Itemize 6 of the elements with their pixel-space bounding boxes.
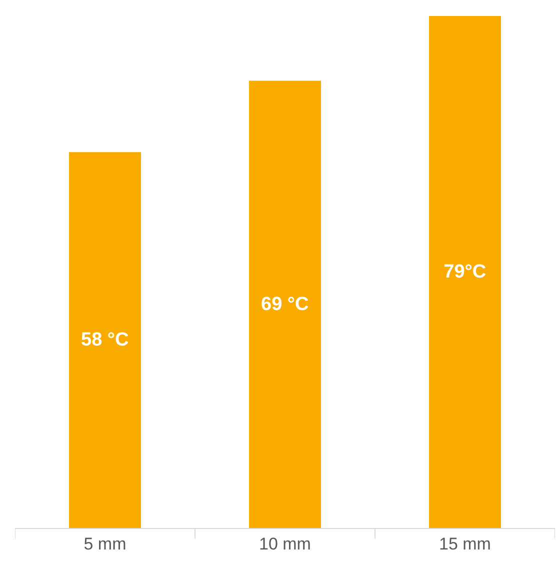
data-label: 79°C xyxy=(444,261,486,282)
data-label: 69 °C xyxy=(260,294,310,315)
x-tick-label: 5 mm xyxy=(84,534,126,554)
data-label: 58 °C xyxy=(80,330,130,351)
x-tick-label: 15 mm xyxy=(439,534,491,554)
x-tick-label: 10 mm xyxy=(259,534,311,554)
